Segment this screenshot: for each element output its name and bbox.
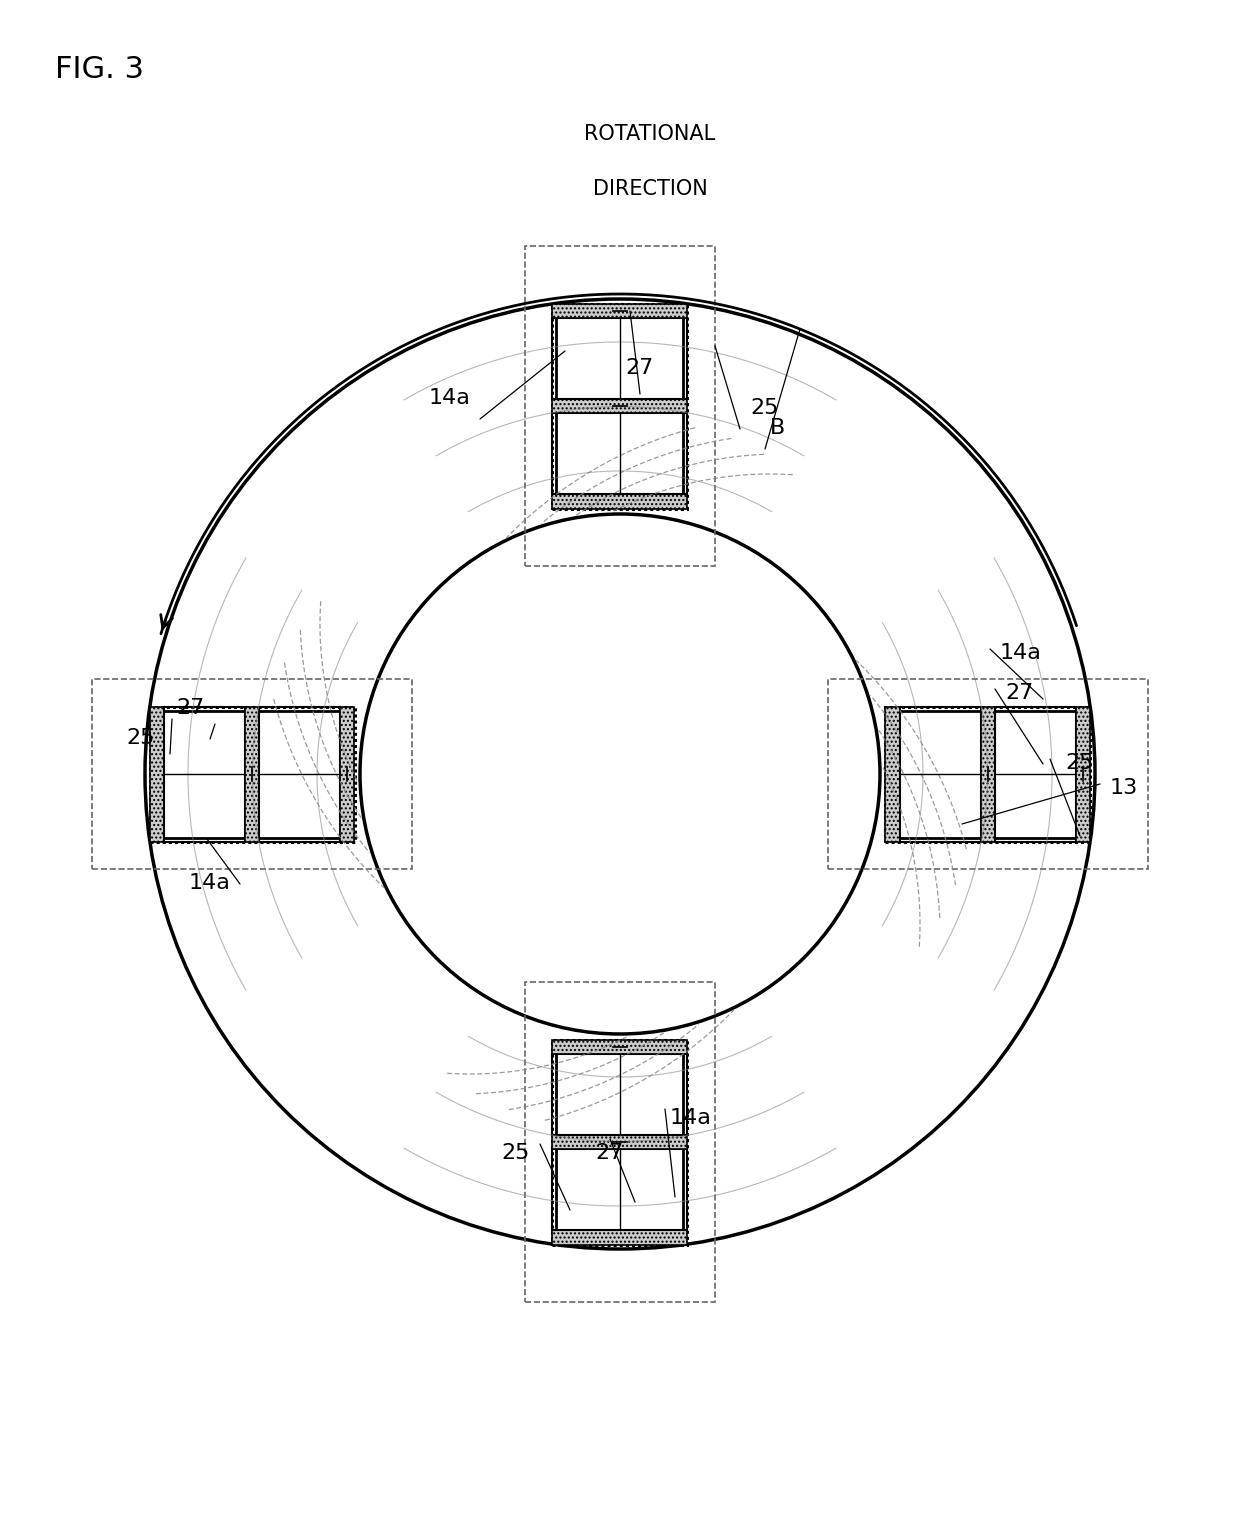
Bar — [553, 1039, 687, 1055]
Bar — [150, 707, 355, 841]
Bar — [1076, 707, 1090, 841]
Text: FIG. 3: FIG. 3 — [55, 55, 144, 84]
Bar — [525, 981, 715, 1301]
Bar — [996, 707, 1076, 841]
Text: 25: 25 — [750, 398, 779, 418]
Text: 14a: 14a — [999, 643, 1042, 663]
Bar — [885, 707, 900, 841]
Bar — [557, 1044, 683, 1241]
Bar — [244, 707, 259, 841]
Bar — [525, 245, 715, 565]
Bar — [900, 707, 981, 841]
Bar — [553, 1230, 687, 1245]
Text: 14a: 14a — [188, 873, 229, 893]
Bar — [340, 707, 355, 841]
Bar — [553, 413, 687, 494]
Bar — [828, 680, 1148, 869]
Bar — [557, 308, 683, 504]
Text: 25: 25 — [502, 1143, 529, 1163]
Bar — [553, 1135, 687, 1149]
Text: 13: 13 — [1110, 777, 1138, 799]
Bar — [259, 707, 340, 841]
Bar — [154, 710, 351, 838]
Text: 27: 27 — [626, 358, 655, 378]
Bar — [889, 710, 1086, 838]
Bar — [553, 1039, 687, 1245]
Text: DIRECTION: DIRECTION — [593, 178, 707, 200]
Text: 14a: 14a — [428, 389, 470, 408]
Text: 27: 27 — [1004, 683, 1033, 703]
Text: 27: 27 — [177, 698, 205, 718]
Bar — [553, 319, 687, 399]
Bar — [553, 399, 687, 413]
Text: ROTATIONAL: ROTATIONAL — [584, 123, 715, 143]
Text: 25: 25 — [126, 728, 155, 748]
Bar — [164, 707, 244, 841]
Bar — [92, 680, 412, 869]
Bar — [885, 707, 1090, 841]
Bar — [553, 303, 687, 509]
Bar — [553, 1055, 687, 1135]
Bar — [553, 494, 687, 509]
Bar — [981, 707, 996, 841]
Bar — [553, 1149, 687, 1230]
Bar — [150, 707, 164, 841]
Text: 27: 27 — [596, 1143, 624, 1163]
Text: B: B — [770, 418, 785, 437]
Text: 25: 25 — [1065, 753, 1094, 773]
Bar — [553, 303, 687, 319]
Text: 14a: 14a — [670, 1108, 712, 1128]
